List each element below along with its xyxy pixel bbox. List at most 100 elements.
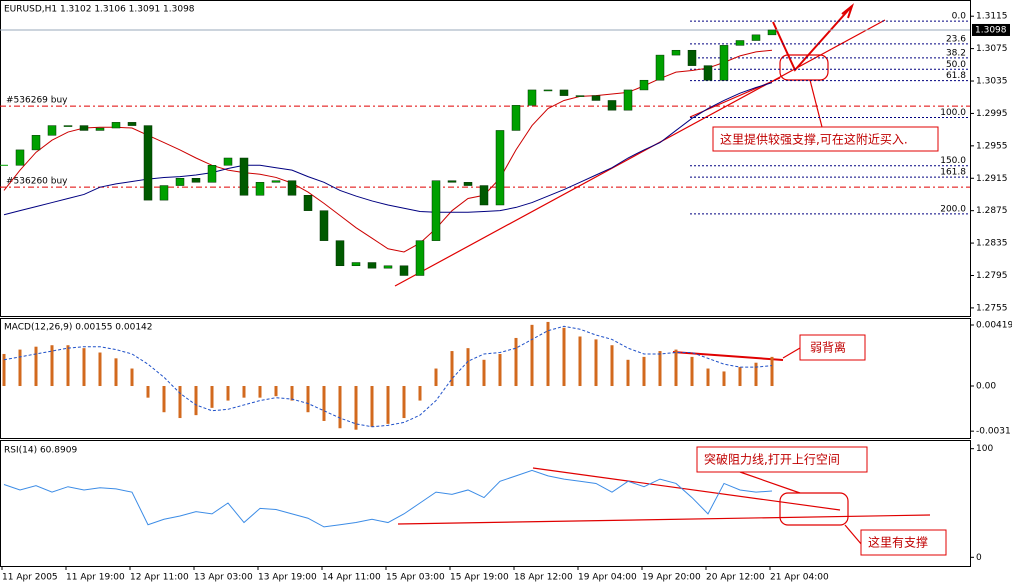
macd-bar (722, 371, 726, 387)
candle (511, 105, 521, 131)
candle (271, 180, 281, 183)
candle (655, 54, 665, 81)
macd-bar (754, 362, 758, 387)
order-label: #536269 buy (6, 96, 68, 106)
candle (527, 89, 537, 106)
annotation: 这里有支撑 (868, 535, 928, 550)
y-tick-label: 1.2995 (976, 109, 1008, 119)
macd-bar (82, 348, 86, 387)
candle (623, 89, 633, 111)
candle (559, 89, 569, 96)
candle (479, 185, 489, 206)
macd-bar (178, 386, 182, 419)
candle (335, 240, 345, 267)
x-tick-label: 15 Apr 19:00 (450, 573, 509, 583)
fib-label: 38.2 (946, 48, 966, 58)
macd-bar (578, 336, 582, 387)
y-tick-label: 0.00 (976, 382, 996, 392)
macd-bar (642, 356, 646, 387)
candle (495, 130, 505, 206)
macd-bar (114, 358, 118, 387)
x-tick-label: 12 Apr 11:00 (130, 573, 189, 583)
candle (47, 125, 57, 136)
y-tick-label: 1.2795 (976, 271, 1008, 281)
macd-bar (322, 386, 326, 421)
candle (591, 95, 601, 101)
macd-bar (450, 351, 454, 387)
macd-bar (594, 339, 598, 387)
macd-bar (706, 368, 710, 387)
fib-label: 150.0 (940, 156, 966, 166)
candle (431, 180, 441, 241)
macd-bar (386, 386, 390, 424)
macd-bar (290, 386, 294, 401)
fib-label: 0.0 (952, 12, 967, 22)
candle (767, 29, 777, 36)
candle (367, 262, 377, 269)
macd-bar (530, 324, 534, 387)
annotation: 这里提供较强支撑,可在这附近买入. (720, 132, 908, 147)
macd-bar (674, 349, 678, 387)
x-tick-label: 11 Apr 19:00 (66, 573, 125, 583)
macd-bar (2, 353, 6, 387)
frames (0, 0, 971, 567)
annotation: 突破阻力线,打开上行空间 (704, 452, 840, 467)
candle (255, 182, 265, 196)
macd-bar (98, 352, 102, 387)
candle (159, 185, 169, 201)
macd-bar (50, 345, 54, 387)
x-tick-label: 18 Apr 12:00 (514, 573, 573, 583)
macd-bar (210, 386, 214, 408)
candle (751, 34, 761, 41)
macd-bar (162, 386, 166, 413)
macd-bar (482, 359, 486, 387)
candle (175, 178, 185, 186)
annotation: 弱背离 (810, 340, 846, 355)
x-tick-label: 14 Apr 11:00 (322, 573, 381, 583)
last-price-label: 1.3098 (975, 25, 1007, 35)
y-tick-label: -0.0031 (976, 427, 1011, 437)
macd-bar (770, 356, 774, 387)
candle (223, 157, 233, 166)
y-tick-label: 0 (976, 553, 982, 563)
fib-label: 100.0 (940, 108, 966, 118)
macd-bar (610, 345, 614, 387)
candle (207, 165, 217, 183)
macd-bar (690, 356, 694, 387)
candle (719, 45, 729, 81)
macd-bar (738, 367, 742, 387)
x-tick-label: 13 Apr 19:00 (258, 573, 317, 583)
macd-bar (562, 327, 566, 387)
x-tick-label: 15 Apr 03:00 (386, 573, 445, 583)
candle (31, 135, 41, 151)
candle (607, 100, 617, 111)
macd-bar (194, 386, 198, 416)
candle (447, 180, 457, 183)
last-price-box (972, 23, 1010, 36)
macd-bar (226, 386, 230, 401)
candle (95, 127, 105, 131)
candle (415, 240, 425, 276)
candle (687, 49, 697, 66)
macd-bar (146, 386, 150, 398)
candle (127, 122, 137, 126)
y-tick-label: 100 (976, 444, 993, 454)
macd-bar (434, 368, 438, 387)
panel-title: MACD(12,26,9) 0.00155 0.00142 (4, 323, 153, 333)
candle (239, 157, 249, 196)
rsi-line (3, 469, 773, 528)
candle (319, 210, 329, 241)
candle (383, 265, 393, 269)
macd-bar (274, 386, 278, 397)
order-label: #536260 buy (6, 177, 68, 187)
candle (191, 178, 201, 183)
candle (463, 182, 473, 186)
candle (79, 125, 89, 131)
candle (543, 89, 553, 92)
macd-bar (402, 386, 406, 419)
candle (671, 49, 681, 56)
macd-bar (370, 386, 374, 427)
candle (287, 180, 297, 196)
